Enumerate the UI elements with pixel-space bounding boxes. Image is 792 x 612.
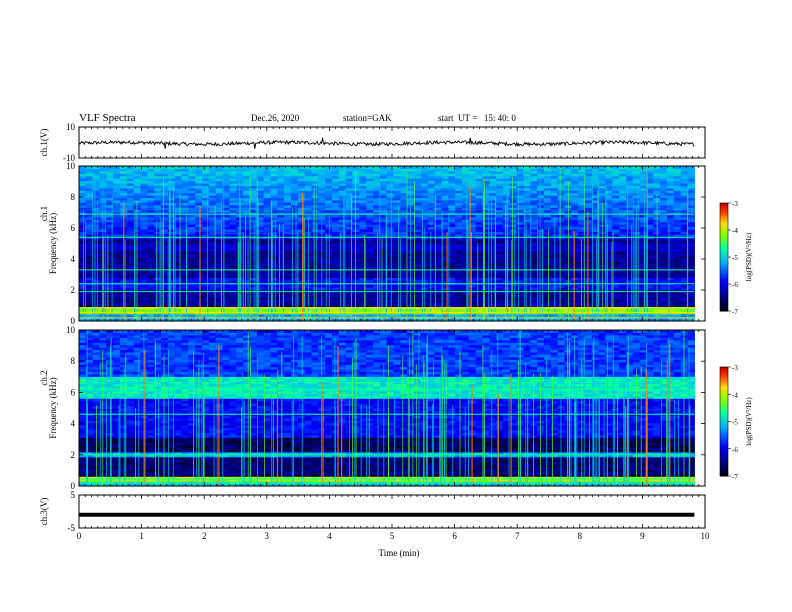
- ch3-waveform-ytick-label: -5: [68, 523, 76, 533]
- p3-ytick-label: 2: [71, 450, 76, 460]
- ch1-waveform-line: [78, 137, 695, 149]
- ch1-waveform-ylabel: ch.1(V): [39, 129, 49, 157]
- cb2-tick-label: -5: [732, 419, 738, 427]
- x-tick-label: 8: [578, 531, 583, 541]
- ch2-colorbar: -3 -4 -5 -6 -7 log(PSD)(V²/Hz): [719, 364, 753, 481]
- cb2-tick-label: -3: [732, 364, 738, 372]
- x-tick-label: 6: [452, 531, 457, 541]
- p2-ytick-label: 2: [71, 285, 76, 295]
- p3-ylabel: Frequency (kHz): [48, 377, 58, 438]
- cb1-tick-label: -5: [732, 254, 738, 262]
- x-tick-label: 2: [202, 531, 207, 541]
- p2-channel-label: ch.1: [39, 206, 49, 221]
- ch3-waveform-frame: [78, 494, 706, 529]
- cb2-tick-label: -6: [732, 446, 738, 454]
- start-ut-label: start UT = 15: 40: 0: [438, 113, 516, 123]
- ch3-waveform-ytick-label: 5: [71, 490, 76, 500]
- ch3-waveform-panel: 5 -5 ch.3(V) 0 1 2 3 4 5 6 7 8 9 10 Time (min): [39, 490, 710, 558]
- cb2-tick-label: -4: [732, 391, 738, 399]
- p3-ytick-label: 4: [71, 419, 76, 429]
- x-tick-label: 10: [701, 531, 711, 541]
- cb1-tick-label: -3: [732, 200, 738, 208]
- x-axis-label: Time (min): [379, 548, 420, 558]
- station-label: station=GAK: [343, 113, 392, 123]
- p2-ytick-label: 0: [71, 316, 76, 326]
- ch1-waveform-ytick-label: -10: [63, 153, 75, 163]
- p3-channel-label: ch.2: [39, 370, 49, 385]
- x-tick-label: 3: [265, 531, 270, 541]
- figure-title: VLF Spectra: [79, 112, 136, 124]
- ch1-spectrogram-panel: 0 2 4 6 8 10 ch.1 Frequency (kHz): [39, 161, 706, 326]
- p3-ytick-label: 0: [71, 481, 76, 491]
- x-tick-label: 5: [390, 531, 395, 541]
- cb2-tick-label: -7: [732, 473, 738, 481]
- p2-ytick-label: 6: [71, 223, 76, 233]
- x-tick-label: 0: [77, 531, 82, 541]
- p3-ytick-label: 10: [66, 325, 76, 335]
- p2-ytick-label: 8: [71, 192, 76, 202]
- p3-ytick-label: 6: [71, 387, 76, 397]
- p2-ytick-label: 10: [66, 161, 76, 171]
- date-label: Dec.26, 2020: [251, 113, 300, 123]
- cb1-tick-label: -6: [732, 281, 738, 289]
- p3-ytick-label: 8: [71, 356, 76, 366]
- x-tick-label: 9: [640, 531, 645, 541]
- x-tick-label: 4: [327, 531, 332, 541]
- ch3-waveform-ylabel: ch.3(V): [39, 498, 49, 526]
- ch2-spectrogram-panel: 0 2 4 6 8 10 ch.2 Frequency (kHz): [39, 325, 706, 491]
- p2-ytick-label: 4: [71, 254, 76, 264]
- x-tick-label: 7: [515, 531, 520, 541]
- cb1-label: log(PSD)(V²/Hz): [745, 232, 753, 281]
- cb1-tick-label: -4: [732, 227, 738, 235]
- ch1-colorbar: -3 -4 -5 -6 -7 log(PSD)(V²/Hz): [719, 200, 753, 316]
- cb1-tick-label: -7: [732, 308, 738, 316]
- cb2-label: log(PSD)(V²/Hz): [745, 397, 753, 446]
- x-tick-label: 1: [139, 531, 144, 541]
- p2-no-data: [694, 166, 705, 321]
- ch1-waveform-ytick-label: 10: [66, 122, 76, 132]
- ch1-waveform-panel: 10 -10 ch.1(V): [39, 122, 706, 163]
- p3-no-data: [694, 330, 705, 486]
- p2-ylabel: Frequency (kHz): [48, 213, 58, 274]
